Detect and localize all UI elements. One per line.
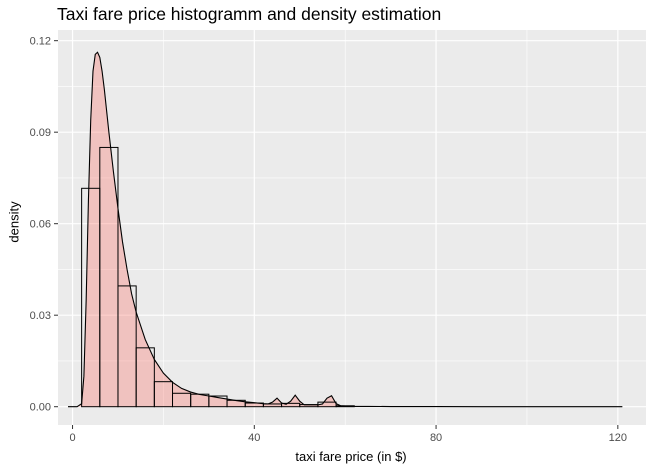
y-tick-label: 0.12 — [30, 36, 51, 48]
y-tick-label: 0.00 — [30, 402, 51, 414]
y-axis: 0.00 0.03 0.06 0.09 0.12 — [30, 36, 58, 414]
x-tick-label: 0 — [69, 432, 75, 444]
histogram-bar — [335, 405, 355, 408]
x-axis-label: taxi fare price (in $) — [295, 449, 407, 464]
histogram-bar — [317, 401, 337, 408]
histogram-bar — [99, 146, 119, 408]
x-tick-label: 80 — [430, 432, 442, 444]
plot-panel — [58, 30, 646, 425]
x-tick-label: 40 — [248, 432, 260, 444]
chart-title: Taxi fare price histogramm and density e… — [57, 4, 442, 24]
grid-minor — [58, 30, 646, 425]
histogram-bars — [81, 146, 355, 408]
y-tick-label: 0.03 — [30, 310, 51, 322]
histogram-bar — [135, 347, 155, 408]
histogram-bar — [117, 285, 137, 408]
y-tick-label: 0.09 — [30, 127, 51, 139]
density-area — [68, 52, 623, 407]
y-tick-label: 0.06 — [30, 219, 51, 231]
x-axis: 0 40 80 120 — [69, 425, 627, 444]
x-tick-label: 120 — [609, 432, 627, 444]
